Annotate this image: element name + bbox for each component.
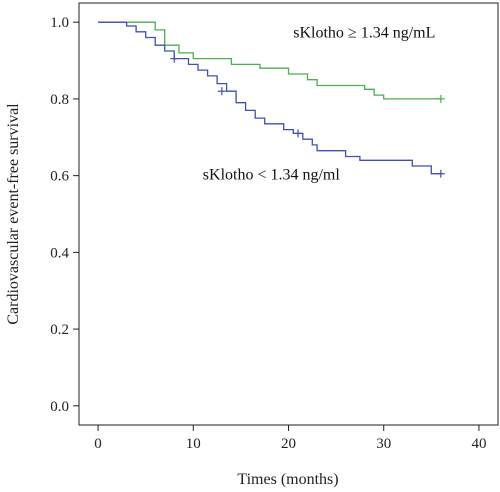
y-tick-label: 0.4	[50, 245, 69, 261]
group-label-1: sKlotho < 1.34 ng/ml	[203, 166, 341, 183]
censor-mark	[436, 94, 445, 103]
y-tick-label: 0.8	[50, 92, 69, 108]
censor-mark	[294, 129, 303, 138]
censor-mark	[170, 54, 179, 63]
y-tick-label: 0.2	[50, 322, 69, 338]
censor-mark	[436, 169, 445, 178]
x-tick-label: 0	[94, 436, 102, 452]
x-axis-title: Times (months)	[237, 471, 338, 488]
y-tick-label: 1.0	[50, 15, 69, 31]
x-axis-ticks: 0 10 20 30 40	[94, 425, 486, 452]
annotation-layer: sKlotho ≥ 1.34 ng/mL sKlotho < 1.34 ng/ml	[203, 25, 436, 184]
censor-mark	[217, 87, 226, 96]
plot-area: 0 10 20 30 40 0.0 0.2 0.4 0.6 0.8 1.0 sKlotho ≥ 1…	[50, 2, 499, 452]
plot-frame	[78, 2, 499, 426]
x-tick-label: 30	[376, 436, 391, 452]
y-tick-label: 0.0	[50, 399, 69, 415]
y-axis-ticks: 0.0 0.2 0.4 0.6 0.8 1.0	[50, 15, 79, 415]
series-layer	[98, 21, 445, 178]
survival-curve-0	[98, 21, 441, 100]
x-tick-label: 10	[186, 436, 201, 452]
x-tick-label: 40	[471, 436, 486, 452]
survival-curve-1	[98, 21, 441, 175]
x-tick-label: 20	[281, 436, 296, 452]
y-axis-title: Cardiovascular event-free survival	[5, 103, 22, 325]
group-label-0: sKlotho ≥ 1.34 ng/mL	[293, 25, 435, 42]
y-tick-label: 0.6	[50, 169, 69, 185]
